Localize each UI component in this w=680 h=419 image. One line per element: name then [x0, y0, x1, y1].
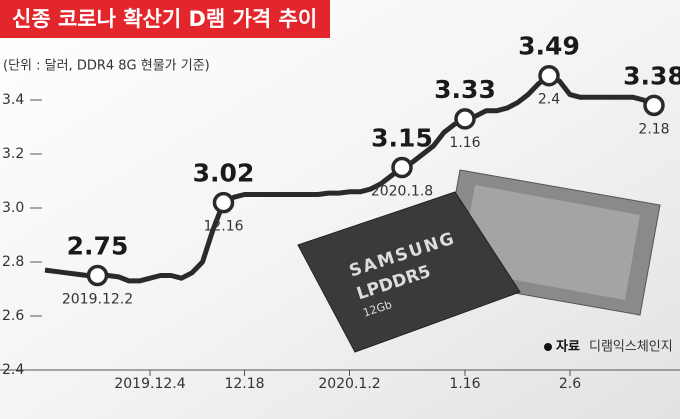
source-bullet	[544, 343, 552, 351]
value-label: 3.02	[193, 159, 255, 188]
x-tick-label: 2.6	[559, 376, 581, 392]
point-marker	[454, 108, 476, 130]
y-tick-label: 3.4	[2, 92, 24, 108]
point-marker	[391, 156, 413, 179]
point-date-label: 1.16	[449, 135, 480, 151]
point-date-label: 12.16	[203, 219, 243, 235]
value-label: 3.33	[434, 75, 496, 104]
point-date-label: 2.18	[638, 121, 669, 137]
y-tick-label: 3.0	[2, 200, 24, 216]
title-banner	[0, 0, 330, 38]
value-label: 3.15	[371, 124, 433, 153]
x-tick-label: 2020.1.2	[318, 376, 380, 392]
source-label: 자료	[556, 340, 580, 355]
point-date-label: 2.4	[538, 92, 560, 108]
point-marker	[212, 191, 235, 214]
point-date-label: 2019.12.2	[62, 292, 133, 308]
subtitle: (단위 : 달러, DDR4 8G 현물가 기준)	[3, 59, 210, 74]
point-marker	[86, 264, 109, 287]
source: 디램익스체인지	[589, 340, 673, 355]
x-tick-label: 12.18	[224, 376, 264, 392]
y-tick-label: 2.6	[2, 308, 24, 324]
x-tick-label: 1.16	[449, 376, 480, 392]
y-tick-label: 2.4	[2, 362, 24, 378]
point-date-label: 2020.1.8	[371, 184, 433, 200]
value-label: 3.38	[623, 61, 680, 90]
y-tick-label: 2.8	[2, 254, 24, 270]
chart-title: 신종 코로나 확산기 D램 가격 추이	[12, 7, 317, 31]
point-marker	[643, 94, 665, 117]
value-label: 3.49	[518, 32, 580, 61]
value-label: 2.75	[67, 232, 129, 261]
y-tick-label: 3.2	[2, 146, 24, 162]
chip-front	[297, 191, 521, 353]
x-tick-label: 2019.12.4	[114, 376, 185, 392]
point-marker	[538, 64, 560, 87]
